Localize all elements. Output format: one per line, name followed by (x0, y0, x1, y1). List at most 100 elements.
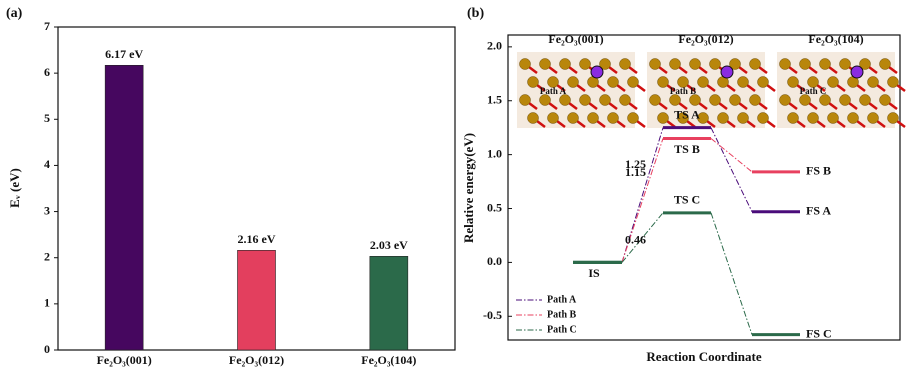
legend-label: Path B (547, 309, 577, 320)
atom (658, 113, 669, 124)
inset-title: Fe₂O₃(104) (808, 32, 863, 46)
inset-label: Path A (540, 86, 567, 96)
atom (568, 113, 579, 124)
legend-label: Path C (547, 324, 577, 335)
x-tick-label: Fe₂O₃(012) (229, 353, 284, 367)
atom (540, 59, 551, 70)
y-axis-label: Relative energy(eV) (461, 133, 476, 243)
connector (711, 138, 752, 171)
atom (620, 59, 631, 70)
x-tick-label: Fe₂O₃(104) (361, 353, 416, 367)
state-label: FS A (806, 203, 831, 217)
bar (238, 250, 276, 350)
atom (880, 59, 891, 70)
atom (528, 77, 539, 88)
y-tick-label: 4 (44, 157, 50, 171)
y-tick-label: 0.5 (487, 200, 502, 214)
atom (788, 77, 799, 88)
y-tick-label: 0.0 (487, 254, 502, 268)
atom (650, 95, 661, 106)
atom (528, 113, 539, 124)
atom (750, 59, 761, 70)
bar (370, 256, 408, 350)
y-tick-label: 2.0 (487, 39, 502, 53)
data-label: 6.17 eV (105, 47, 143, 61)
atom (588, 113, 599, 124)
atom (820, 95, 831, 106)
adsorbate (851, 66, 863, 78)
adsorbate (721, 66, 733, 78)
atom (560, 59, 571, 70)
atom (608, 77, 619, 88)
atom (788, 113, 799, 124)
atom (828, 77, 839, 88)
atom (860, 95, 871, 106)
connector (711, 128, 752, 212)
state-label: FS B (806, 164, 831, 178)
adsorbate (591, 66, 603, 78)
atom (738, 77, 749, 88)
atom (568, 77, 579, 88)
y-tick-label: 1.0 (487, 146, 502, 160)
atom (670, 59, 681, 70)
atom (650, 59, 661, 70)
state-label: TS A (674, 107, 700, 121)
atom (828, 113, 839, 124)
state-label: IS (588, 266, 600, 280)
panel-label: (b) (467, 6, 484, 21)
x-axis-label: Reaction Coordinate (646, 349, 761, 364)
atom (780, 95, 791, 106)
atom (730, 95, 741, 106)
panel-label: (a) (6, 6, 23, 21)
atom (690, 95, 701, 106)
y-axis-label: Eᵥ (eV) (7, 168, 22, 208)
atom (710, 95, 721, 106)
atom (520, 95, 531, 106)
atom (880, 95, 891, 106)
state-label: TS C (674, 193, 700, 207)
barrier-label: 0.46 (625, 233, 646, 247)
data-label: 2.16 eV (238, 232, 276, 246)
data-label: 2.03 eV (370, 238, 408, 252)
inset-title: Fe₂O₃(012) (678, 32, 733, 46)
atom (600, 95, 611, 106)
atom (608, 113, 619, 124)
legend-label: Path A (547, 294, 577, 305)
atom (820, 59, 831, 70)
atom (848, 113, 859, 124)
y-tick-label: 0 (44, 342, 50, 356)
y-tick-label: 1.5 (487, 92, 502, 106)
y-tick-label: 1 (44, 296, 50, 310)
atom (658, 77, 669, 88)
atom (580, 95, 591, 106)
barrier-label: 1.15 (625, 165, 646, 179)
atom (808, 113, 819, 124)
bar (105, 65, 143, 350)
atom (758, 77, 769, 88)
connector (711, 213, 752, 335)
atom (800, 95, 811, 106)
figure: (a) (b) Eᵥ (eV) Relative energy(eV) Reac… (0, 0, 907, 369)
y-tick-label: 7 (44, 19, 50, 33)
atom (800, 59, 811, 70)
atom (620, 95, 631, 106)
inset-label: Path B (670, 86, 696, 96)
state-label: TS B (674, 142, 700, 156)
atom (690, 59, 701, 70)
x-tick-label: Fe₂O₃(001) (97, 353, 152, 367)
atom (738, 113, 749, 124)
atom (560, 95, 571, 106)
y-tick-label: 5 (44, 111, 50, 125)
state-label: FS C (806, 326, 832, 340)
atom (520, 59, 531, 70)
y-tick-label: 6 (44, 65, 50, 79)
atom (580, 59, 591, 70)
atom (888, 77, 899, 88)
inset-label: Path C (800, 86, 827, 96)
atom (888, 113, 899, 124)
atom (670, 95, 681, 106)
atom (840, 95, 851, 106)
atom (628, 77, 639, 88)
atom (628, 113, 639, 124)
atom (840, 59, 851, 70)
